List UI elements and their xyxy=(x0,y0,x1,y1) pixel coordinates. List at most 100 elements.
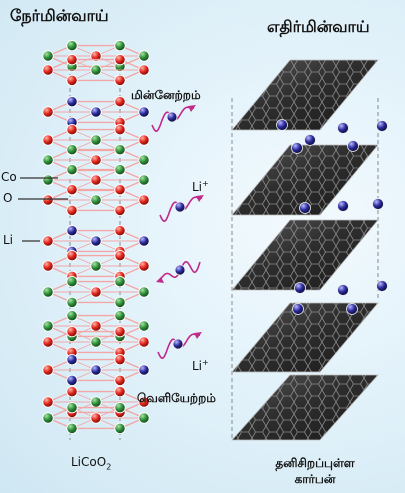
cobalt-atom xyxy=(90,336,102,348)
oxygen-label: O xyxy=(3,191,13,205)
oxygen-atom xyxy=(138,134,150,146)
cobalt-atom xyxy=(42,154,54,166)
oxygen-atom xyxy=(42,64,54,76)
oxygen-atom xyxy=(90,154,102,166)
oxygen-atom xyxy=(114,74,126,87)
cobalt-atom xyxy=(66,39,78,52)
migrating-ion xyxy=(159,195,204,223)
migrating-ion xyxy=(157,332,202,360)
oxygen-atom xyxy=(114,53,126,66)
oxygen-atom xyxy=(138,260,150,272)
arrow-head xyxy=(188,105,196,112)
graphite-sheet-edge xyxy=(231,302,379,373)
oxygen-atom xyxy=(66,53,78,66)
oxygen-atom xyxy=(42,235,54,247)
legend-pointers xyxy=(18,177,68,242)
graphite-sheet-edge xyxy=(231,219,379,291)
cobalt-atom xyxy=(42,320,54,332)
oxygen-atom xyxy=(114,183,126,196)
discharging-label: வெளியேற்றம் xyxy=(137,391,216,405)
cobalt-atom xyxy=(138,174,150,186)
li-ion-label-bottom: Li+ xyxy=(192,358,209,373)
oxygen-atom xyxy=(114,325,126,338)
oxygen-atom xyxy=(66,325,78,338)
oxygen-atom xyxy=(42,194,54,206)
cobalt-atom xyxy=(66,309,78,322)
cobalt-atom xyxy=(114,422,126,435)
oxygen-atom xyxy=(42,336,54,348)
cobalt-atom xyxy=(138,154,150,166)
oxygen-atom xyxy=(66,183,78,196)
cobalt-atom xyxy=(90,396,102,408)
oxygen-atom xyxy=(114,385,126,398)
anode-material-label: தனிசிறப்புள்ள கார்பன் xyxy=(255,455,375,487)
oxygen-atom xyxy=(66,204,78,217)
oxygen-atom xyxy=(90,50,102,62)
arrow-head xyxy=(196,195,204,202)
oxygen-atom xyxy=(114,374,126,387)
lattice-layer xyxy=(42,183,150,217)
cobalt-atom xyxy=(66,275,78,288)
lithium-atom xyxy=(90,235,102,247)
arrow-head xyxy=(156,277,164,283)
lithium-ion xyxy=(294,282,306,294)
oxygen-atom xyxy=(42,396,54,408)
lithium-ion xyxy=(376,120,388,132)
oxygen-atom xyxy=(114,224,126,237)
oxygen-atom xyxy=(138,336,150,348)
cobalt-atom xyxy=(42,174,54,186)
cobalt-atom xyxy=(114,401,126,414)
cobalt-atom xyxy=(42,412,54,424)
oxygen-atom xyxy=(114,95,126,108)
migrating-ion xyxy=(156,260,201,283)
oxygen-atom xyxy=(42,364,54,376)
oxygen-atom xyxy=(138,194,150,206)
lithium-ion xyxy=(304,134,316,146)
cathode-title: நேர்மின்வாய் xyxy=(10,6,109,25)
cobalt-atom xyxy=(66,163,78,176)
lithium-ion xyxy=(174,201,186,213)
cobalt-atom xyxy=(90,134,102,146)
lithium-ion xyxy=(166,111,178,123)
cobalt-atom xyxy=(138,286,150,298)
anode-material-line2: கார்பன் xyxy=(294,472,336,486)
cobalt-atom xyxy=(114,39,126,52)
cobalt-atom xyxy=(114,143,126,156)
oxygen-atom xyxy=(42,134,54,146)
cobalt-atom xyxy=(114,309,126,322)
graphite-hex-texture xyxy=(232,60,378,130)
cobalt-atom xyxy=(114,275,126,288)
oxygen-atom xyxy=(66,74,78,87)
anode-title: எதிர்மின்வாய் xyxy=(267,17,370,36)
lithium-ion xyxy=(347,140,359,152)
graphite-hex-texture xyxy=(232,303,378,372)
lithium-atom xyxy=(90,106,102,118)
cobalt-atom xyxy=(114,296,126,309)
oxygen-atom xyxy=(90,174,102,186)
oxygen-atom xyxy=(114,353,126,366)
lithium-ion xyxy=(337,284,349,296)
anode-lithium-ions xyxy=(276,119,388,315)
oxygen-atom xyxy=(42,106,54,118)
cobalt-atom xyxy=(138,412,150,424)
lithium-atom xyxy=(138,106,150,118)
lattice-layer xyxy=(42,53,150,87)
cobalt-atom xyxy=(90,260,102,272)
lithium-atom xyxy=(66,353,78,366)
lithium-ion xyxy=(172,338,184,350)
lattice-layer xyxy=(42,401,150,435)
lithium-atom xyxy=(66,95,78,108)
cobalt-atom xyxy=(90,194,102,206)
oxygen-atom xyxy=(66,385,78,398)
anode-material-line1: தனிசிறப்புள்ள xyxy=(275,456,355,470)
graphite-sheets xyxy=(231,59,379,441)
lithium-label: Li xyxy=(3,233,14,247)
licoo2-lattice xyxy=(42,39,150,435)
lithium-atom xyxy=(138,364,150,376)
lattice-layer xyxy=(42,163,150,197)
oxygen-atom xyxy=(90,286,102,298)
lithium-atom xyxy=(90,364,102,376)
cobalt-atom xyxy=(138,50,150,62)
graphite-sheet-edge xyxy=(231,59,379,131)
cobalt-atom xyxy=(66,422,78,435)
